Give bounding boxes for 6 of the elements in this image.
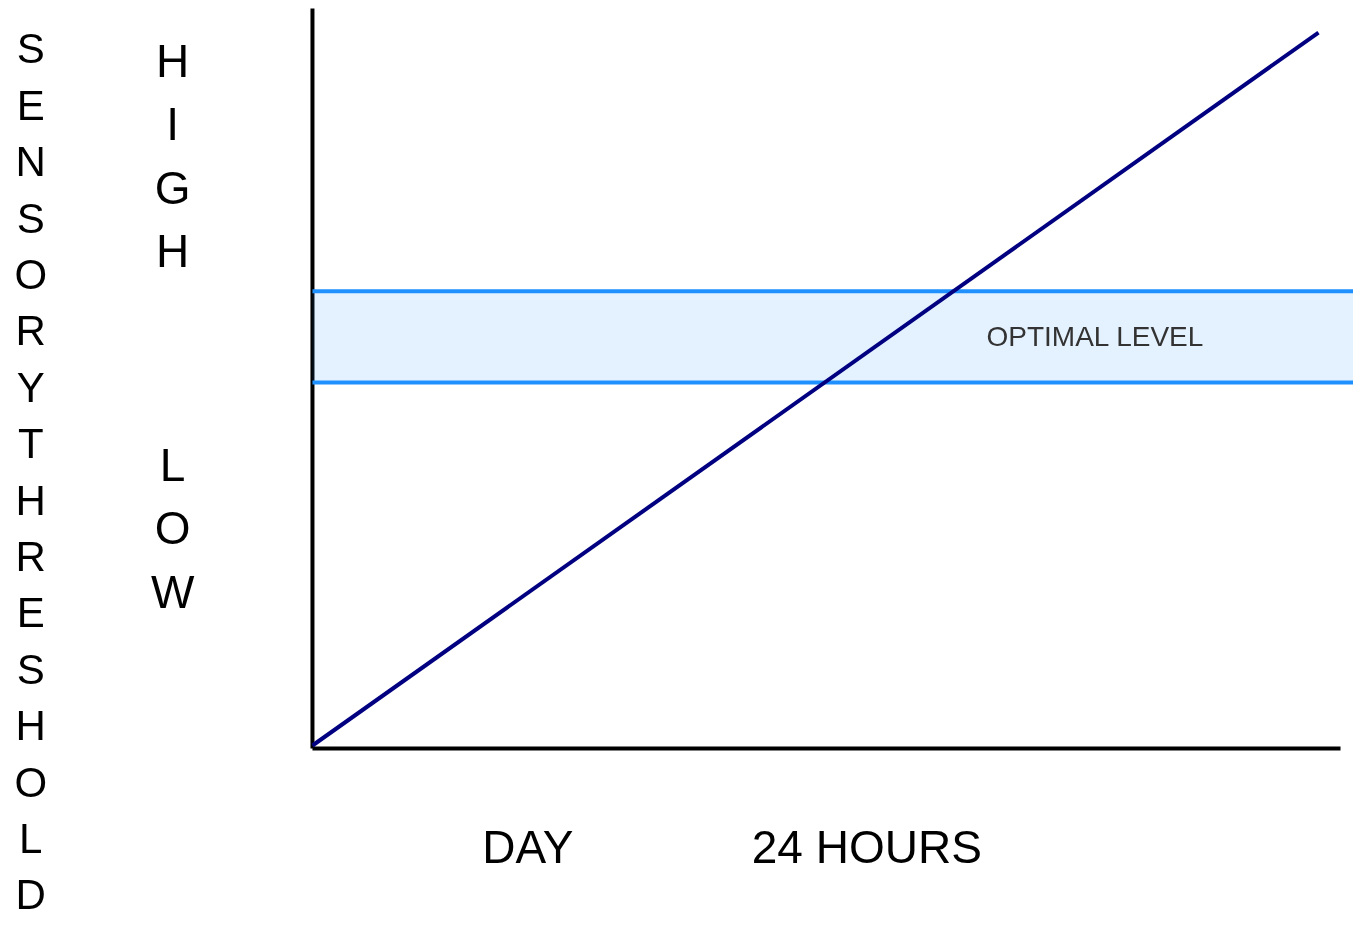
band-label: OPTIMAL LEVEL xyxy=(986,321,1204,353)
text: 24 HOURS xyxy=(751,821,982,874)
annotation: LOW xyxy=(150,438,195,618)
annotation: HIGH xyxy=(154,34,191,277)
text: SENSORY THRESHOLD xyxy=(14,25,48,919)
text: DAY xyxy=(482,821,574,874)
